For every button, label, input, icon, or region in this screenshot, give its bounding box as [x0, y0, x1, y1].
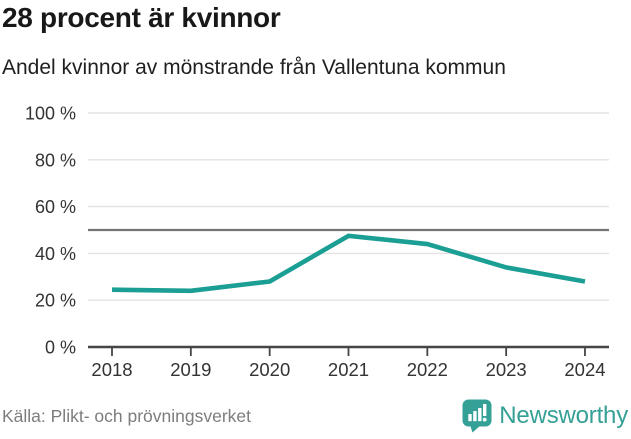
x-tick-label: 2023: [486, 359, 527, 380]
y-tick-label: 0 %: [45, 338, 76, 358]
x-tick-label: 2019: [170, 359, 211, 380]
y-tick-label: 60 %: [35, 197, 76, 217]
x-tick-label: 2020: [249, 359, 290, 380]
y-tick-label: 80 %: [35, 150, 76, 170]
x-tick-label: 2021: [328, 359, 369, 380]
data-line: [111, 233, 586, 294]
source-note: Källa: Plikt- och prövningsverket: [2, 406, 251, 426]
x-tick-label: 2018: [91, 359, 132, 380]
newsworthy-wordmark: Newsworthy: [499, 402, 628, 429]
newsworthy-logo: Newsworthy: [462, 399, 628, 433]
x-tick-label: 2022: [407, 359, 448, 380]
line-chart: 0 % 20 % 40 % 60 % 80 % 100 % 2018 2019 2020 2021…: [25, 104, 609, 380]
y-tick-label: 20 %: [35, 291, 76, 311]
page-title: 28 procent är kvinnor: [2, 2, 281, 33]
chart-subtitle: Andel kvinnor av mönstrande från Vallent…: [2, 56, 506, 79]
y-tick-label: 40 %: [35, 244, 76, 264]
bar-chart-badge-icon: [462, 399, 492, 433]
y-tick-label: 100 %: [25, 104, 76, 124]
x-tick-label: 2024: [564, 359, 605, 380]
